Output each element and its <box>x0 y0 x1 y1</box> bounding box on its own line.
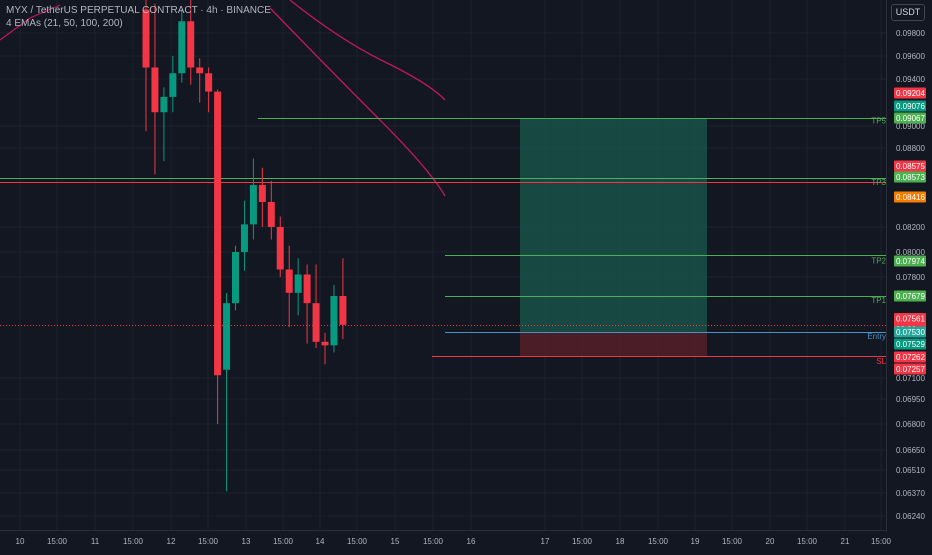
time-tick-20: 15:00 <box>797 537 818 546</box>
candle-body-17 <box>295 275 302 293</box>
time-tick-21: 21 <box>841 537 850 546</box>
time-tick-22: 15:00 <box>871 537 892 546</box>
time-tick-16: 15:00 <box>648 537 669 546</box>
price-tick-14: 0.06240 <box>896 512 925 521</box>
indicator-legend[interactable]: 4 EMAs (21, 50, 100, 200) <box>6 18 123 29</box>
candle-body-22 <box>339 296 346 325</box>
price-tag-label-4: 0.08573 <box>896 173 925 182</box>
price-tag-label-12: 0.07257 <box>896 365 925 374</box>
time-tick-6: 13 <box>242 537 251 546</box>
time-tick-11: 15:00 <box>423 537 444 546</box>
time-tick-8: 14 <box>316 537 325 546</box>
candle-body-6 <box>196 68 203 74</box>
price-tick-12: 0.06510 <box>896 466 925 475</box>
time-tick-0: 10 <box>16 537 25 546</box>
position-labels: TP5 TP3 TP2 TP1 Entry SL <box>867 116 886 365</box>
price-tag-label-8: 0.07561 <box>896 315 925 324</box>
candle-body-10 <box>232 252 239 303</box>
candle-body-16 <box>286 270 293 293</box>
candle-body-20 <box>322 342 329 346</box>
candle-body-9 <box>223 303 230 370</box>
candles <box>143 0 347 491</box>
price-tick-7: 0.07800 <box>896 273 925 282</box>
candle-body-2 <box>160 97 167 112</box>
candle-body-11 <box>241 224 248 252</box>
time-tick-10: 15 <box>391 537 400 546</box>
time-tick-13: 17 <box>541 537 550 546</box>
price-tick-2: 0.09400 <box>896 75 925 84</box>
time-tick-9: 15:00 <box>347 537 368 546</box>
time-tick-14: 15:00 <box>572 537 593 546</box>
price-tag-label-5: 0.08416 <box>896 193 925 202</box>
price-tag-label-10: 0.07529 <box>896 340 925 349</box>
label-tp2: TP2 <box>871 256 886 265</box>
time-axis[interactable]: 10 15:00 11 15:00 12 15:00 13 15:00 14 15:00 15 15:… <box>0 531 892 547</box>
candle-body-18 <box>304 275 311 304</box>
price-tick-11: 0.06650 <box>896 446 925 455</box>
price-tag-label-1: 0.09076 <box>896 102 925 111</box>
label-sl: SL <box>876 357 886 366</box>
price-tag-label-3: 0.08575 <box>896 162 925 171</box>
grid-lines <box>0 0 886 530</box>
label-tp1: TP1 <box>871 296 886 305</box>
candle-body-14 <box>268 202 275 227</box>
price-tick-1: 0.09600 <box>896 52 925 61</box>
time-tick-19: 20 <box>766 537 775 546</box>
time-tick-3: 15:00 <box>123 537 144 546</box>
price-tag-label-6: 0.07974 <box>896 257 925 266</box>
price-tick-13: 0.06370 <box>896 489 925 498</box>
position-zones <box>520 118 707 355</box>
price-tick-4: 0.08800 <box>896 144 925 153</box>
price-tag-label-9: 0.07530 <box>896 328 925 337</box>
candle-body-0 <box>143 10 150 68</box>
currency-button[interactable]: USDT <box>891 4 925 21</box>
candle-body-8 <box>214 92 221 376</box>
time-tick-7: 15:00 <box>273 537 294 546</box>
time-tick-15: 18 <box>616 537 625 546</box>
time-tick-12: 16 <box>467 537 476 546</box>
price-tick-8: 0.07100 <box>896 374 925 383</box>
candle-body-4 <box>178 21 185 73</box>
time-tick-5: 15:00 <box>198 537 219 546</box>
time-tick-4: 12 <box>167 537 176 546</box>
time-tick-2: 11 <box>91 537 100 546</box>
price-tag-label-11: 0.07262 <box>896 353 925 362</box>
candle-body-15 <box>277 227 284 270</box>
price-tick-0: 0.09800 <box>896 29 925 38</box>
price-tick-10: 0.06800 <box>896 420 925 429</box>
price-tick-9: 0.06950 <box>896 395 925 404</box>
label-tp5: TP5 <box>871 116 886 125</box>
price-tick-5: 0.08200 <box>896 223 925 232</box>
candle-body-3 <box>169 73 176 97</box>
price-tag-label-0: 0.09204 <box>896 89 925 98</box>
candle-body-1 <box>151 68 158 113</box>
candle-body-13 <box>259 185 266 202</box>
label-entry: Entry <box>867 332 886 341</box>
profit-zone <box>520 118 707 332</box>
candle-body-5 <box>187 21 194 67</box>
time-tick-1: 15:00 <box>47 537 68 546</box>
price-tag-label-7: 0.07679 <box>896 292 925 301</box>
candle-body-21 <box>330 296 337 345</box>
chart-title: MYX / TetherUS PERPETUAL CONTRACT · 4h ·… <box>6 5 271 16</box>
ema-line-upper <box>290 0 445 100</box>
candle-body-12 <box>250 185 257 224</box>
time-tick-18: 15:00 <box>722 537 743 546</box>
candle-body-19 <box>313 303 320 342</box>
candle-body-7 <box>205 73 212 91</box>
loss-zone <box>520 332 707 356</box>
price-tag-label-2: 0.09067 <box>896 114 925 123</box>
time-tick-17: 19 <box>691 537 700 546</box>
ema-lines <box>0 0 445 196</box>
label-tp3: TP3 <box>871 178 886 187</box>
